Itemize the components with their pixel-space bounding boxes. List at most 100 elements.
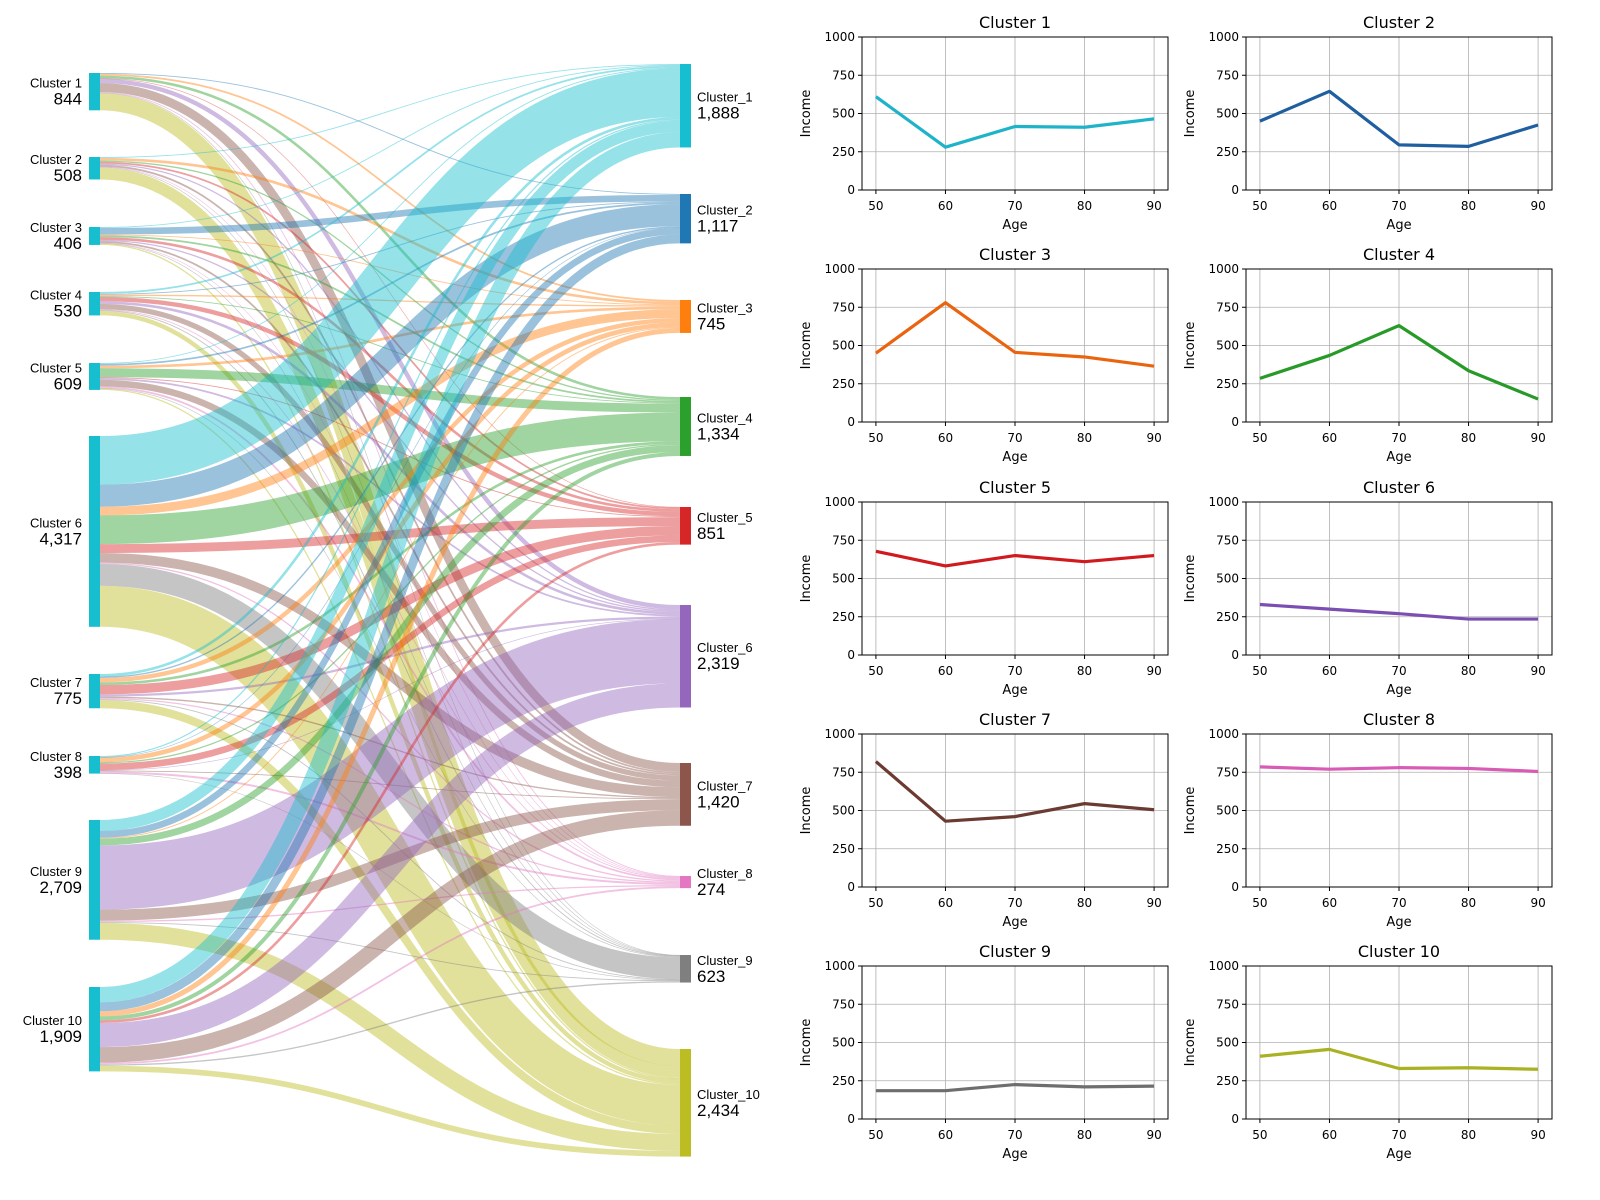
sankey-link <box>99 616 681 697</box>
source-node <box>89 820 100 940</box>
panel-title: Cluster 5 <box>979 478 1051 497</box>
line-panel: 50 60 70 80 90 0 250 500 750 1000 Cluster 9 Age Inco… <box>799 942 1169 1162</box>
y-tick-label: 750 <box>1216 300 1239 314</box>
sankey-link <box>99 309 681 516</box>
y-tick-label: 750 <box>1216 68 1239 82</box>
sankey-link <box>99 157 681 305</box>
sankey-link <box>99 886 681 1065</box>
sankey-link <box>99 201 681 295</box>
source-value: 775 <box>54 689 82 708</box>
y-axis-label: Income <box>1183 555 1198 603</box>
sankey-link <box>99 234 681 1012</box>
target-label: Cluster_3 <box>697 300 753 315</box>
line-panel: 50 60 70 80 90 0 250 500 750 1000 Cluster 1 Age Inco… <box>799 13 1169 233</box>
x-tick-label: 80 <box>1461 664 1476 678</box>
sankey-link <box>99 535 681 771</box>
sankey-link <box>99 922 681 1151</box>
x-tick-label: 60 <box>1322 664 1337 678</box>
x-tick-label: 80 <box>1077 664 1092 678</box>
source-node <box>89 987 100 1072</box>
sankey-link <box>99 388 681 1085</box>
x-axis-label: Age <box>1386 450 1411 465</box>
panel-title: Cluster 8 <box>1363 710 1435 729</box>
source-node <box>89 756 100 774</box>
x-tick-label: 50 <box>1252 896 1267 910</box>
y-tick-label: 0 <box>847 1112 855 1126</box>
y-tick-label: 250 <box>1216 1074 1239 1088</box>
panel-title: Cluster 4 <box>1363 245 1435 264</box>
x-tick-label: 80 <box>1077 896 1092 910</box>
sankey-link <box>99 378 681 617</box>
y-tick-label: 1000 <box>1208 727 1239 741</box>
source-node <box>89 292 100 316</box>
sankey-link <box>99 227 681 838</box>
source-value: 530 <box>54 302 82 321</box>
sankey-link <box>99 167 681 1078</box>
target-label: Cluster_9 <box>697 953 753 968</box>
y-axis-label: Income <box>799 90 814 138</box>
y-tick-label: 500 <box>832 107 855 121</box>
x-tick-label: 80 <box>1077 199 1092 213</box>
panel-title: Cluster 7 <box>979 710 1051 729</box>
sankey-link <box>99 412 681 545</box>
x-tick-label: 60 <box>938 896 953 910</box>
sankey-link <box>99 526 681 695</box>
panel-title: Cluster 2 <box>1363 13 1435 32</box>
y-tick-label: 500 <box>832 339 855 353</box>
y-axis-label: Income <box>1183 322 1198 370</box>
sankey-link <box>99 699 681 981</box>
x-tick-label: 50 <box>868 896 883 910</box>
panel-title: Cluster 9 <box>979 942 1051 961</box>
target-value: 1,420 <box>697 792 740 811</box>
target-value: 1,334 <box>697 424 740 443</box>
sankey-link <box>99 161 681 510</box>
sankey-link <box>99 386 681 881</box>
y-tick-label: 1000 <box>824 262 855 276</box>
sankey-link <box>99 92 681 877</box>
x-axis-label: Age <box>1386 683 1411 698</box>
y-tick-label: 0 <box>1231 648 1239 662</box>
sankey-link <box>99 67 681 364</box>
x-tick-label: 50 <box>1252 664 1267 678</box>
axes-frame <box>861 501 1169 656</box>
x-axis-label: Age <box>1002 683 1027 698</box>
target-value: 1,888 <box>697 104 740 123</box>
axes-frame <box>861 965 1169 1120</box>
x-axis-label: Age <box>1386 218 1411 233</box>
sankey-link <box>99 552 681 798</box>
sankey-link <box>99 119 681 758</box>
source-value: 398 <box>54 763 82 782</box>
source-value: 1,909 <box>39 1027 82 1046</box>
series-line <box>875 549 1155 568</box>
sankey-link <box>99 445 681 846</box>
line-panel: 50 60 70 80 90 0 250 500 750 1000 Cluster 3 Age Inco… <box>799 245 1169 465</box>
y-tick-label: 0 <box>847 648 855 662</box>
target-value: 1,117 <box>697 217 738 236</box>
target-label: Cluster_2 <box>697 203 753 218</box>
sankey-link <box>99 235 681 403</box>
sankey-link <box>99 234 681 306</box>
panel-title: Cluster 1 <box>979 13 1051 32</box>
source-node <box>89 157 100 180</box>
x-tick-label: 70 <box>1007 896 1022 910</box>
x-tick-label: 70 <box>1391 896 1406 910</box>
y-tick-label: 1000 <box>1208 495 1239 509</box>
y-tick-label: 250 <box>832 1074 855 1088</box>
x-tick-label: 80 <box>1461 896 1476 910</box>
target-label: Cluster_6 <box>697 640 753 655</box>
y-tick-label: 750 <box>1216 533 1239 547</box>
sankey-link <box>99 885 681 923</box>
sankey-link <box>99 562 681 882</box>
y-tick-label: 0 <box>1231 183 1239 197</box>
y-tick-label: 500 <box>1216 107 1239 121</box>
sankey-link <box>99 1065 681 1157</box>
source-node <box>89 227 100 245</box>
x-tick-label: 50 <box>868 664 883 678</box>
sankey-link <box>99 93 681 1066</box>
y-tick-label: 1000 <box>1208 262 1239 276</box>
x-tick-label: 50 <box>868 431 883 445</box>
source-label: Cluster 10 <box>23 1013 82 1028</box>
target-node <box>680 397 691 456</box>
series-line <box>1259 1047 1539 1071</box>
x-tick-label: 80 <box>1077 431 1092 445</box>
